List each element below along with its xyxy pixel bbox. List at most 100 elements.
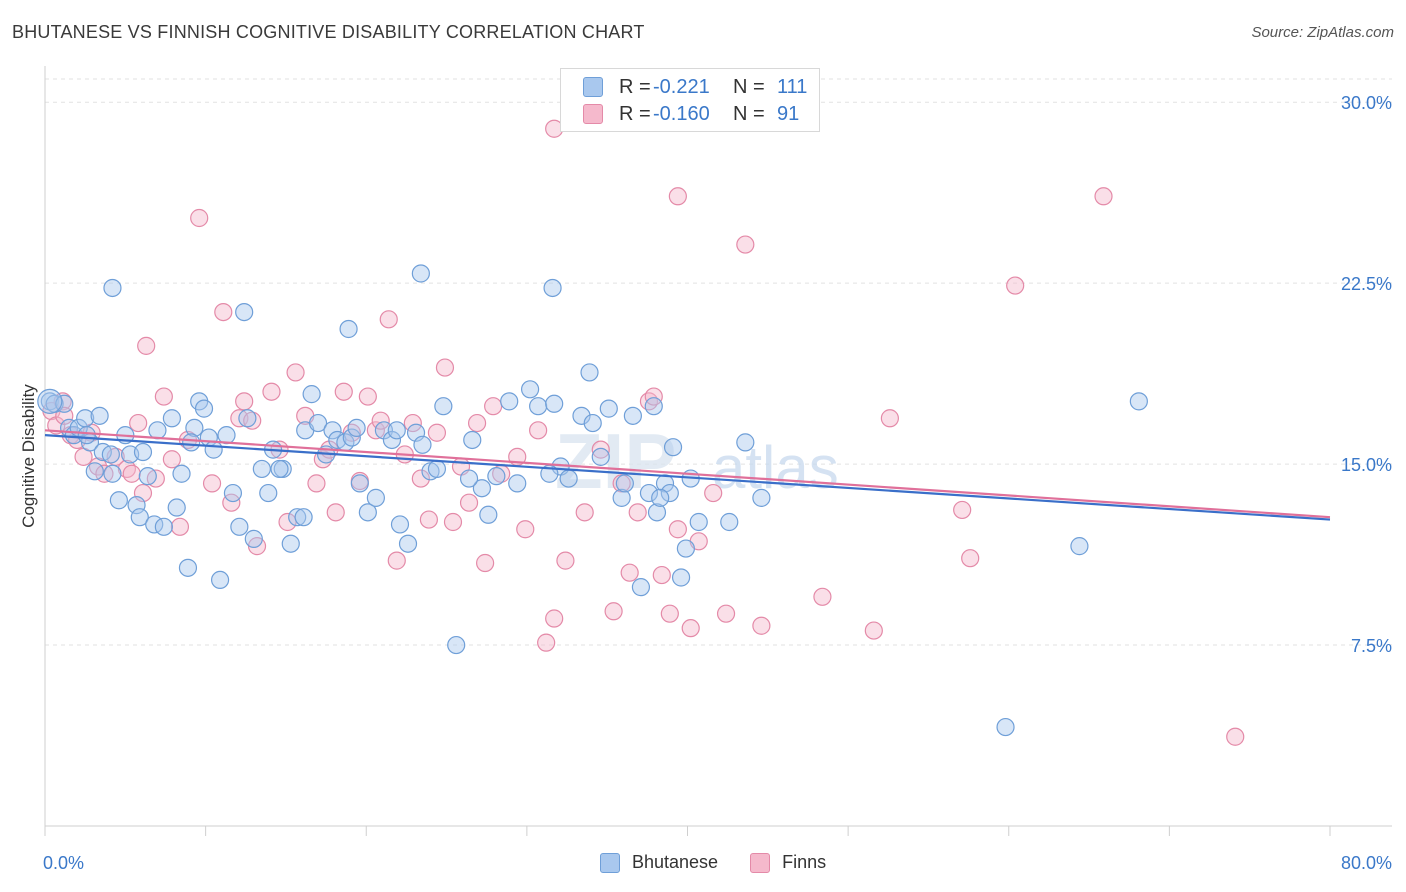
finns-point — [668, 520, 687, 539]
bhutanese-point — [103, 278, 122, 298]
bhutanese-point — [647, 503, 667, 522]
bhutanese-point — [270, 459, 289, 479]
bhutanese-point — [612, 488, 631, 507]
axis-layer: 7.5% 15.0% 22.5% 30.0% 0.0% 80.0% — [43, 66, 1392, 873]
bhutanese-point — [162, 409, 181, 428]
finns-point — [235, 392, 254, 411]
bhutanese-point — [623, 406, 642, 425]
y-axis-label: Cognitive Disability — [19, 384, 38, 528]
finns-point — [154, 387, 173, 406]
finns-point — [1094, 187, 1113, 206]
bhutanese-point — [413, 435, 432, 454]
finns-point — [556, 551, 575, 570]
source-label: Source: ZipAtlas.com — [1251, 24, 1394, 41]
bhutanese-point — [172, 464, 191, 483]
bhutanese-point — [479, 505, 498, 524]
finns-point — [736, 235, 755, 254]
bhutanese-point — [671, 568, 691, 587]
legend-item-bhutanese[interactable]: Bhutanese — [600, 852, 718, 873]
stats-legend: R = -0.221 N = 111 R = -0.160 N = 91 — [560, 68, 820, 132]
finns-trend-line — [44, 429, 1331, 519]
finns-point — [214, 302, 233, 322]
finns-point — [529, 421, 548, 440]
bhutanese-point — [259, 483, 278, 503]
bhutanese-point — [639, 483, 659, 503]
finns-point — [716, 604, 736, 623]
finns-point — [476, 553, 495, 573]
r-label: R = — [619, 102, 651, 125]
finns-point — [427, 423, 447, 442]
finns-point — [411, 469, 430, 488]
n-label: N = — [733, 102, 765, 125]
finns-point — [419, 510, 438, 529]
finns-swatch — [583, 104, 603, 124]
finns-point — [326, 503, 345, 522]
bhutanese-point — [40, 392, 59, 411]
r-label: R = — [619, 75, 651, 98]
bhutanese-point — [736, 433, 755, 452]
legend-row-finns: R = -0.160 N = 91 — [583, 102, 799, 126]
bhutanese-point — [447, 635, 466, 655]
finns-point — [752, 616, 771, 635]
finns-point — [813, 587, 832, 606]
bhutanese-point — [689, 512, 708, 532]
grid-layer — [45, 78, 1392, 646]
bhutanese-point — [244, 529, 263, 548]
bhutanese-point — [427, 459, 447, 479]
bhutanese-point — [599, 399, 618, 418]
bhutanese-point — [178, 558, 198, 577]
bhutanese-point — [752, 488, 771, 507]
bhutanese-point — [644, 397, 663, 416]
bhutanese-point — [308, 413, 328, 433]
bhutanese-point — [543, 278, 562, 298]
bhutanese-point — [127, 496, 146, 515]
finns-point — [1226, 727, 1245, 746]
bhutanese-point — [1070, 537, 1089, 556]
finns-point — [681, 619, 700, 638]
bhutanese-point — [77, 426, 96, 445]
bhutanese-point — [472, 479, 491, 498]
bhutanese-point — [500, 392, 519, 411]
legend-row-bhutanese: R = -0.221 N = 111 — [583, 75, 807, 99]
bhutanese-point — [663, 438, 683, 457]
bhutanese-point — [487, 467, 506, 486]
bhutanese-point — [339, 319, 358, 339]
x-tick-label: 80.0% — [1341, 853, 1392, 873]
bhutanese-point — [281, 534, 300, 553]
finns-point — [307, 474, 326, 493]
watermark-atlas: atlas — [712, 434, 839, 501]
bhutanese-point — [223, 483, 243, 503]
bhutanese-point — [545, 394, 564, 413]
finns-point — [202, 474, 222, 493]
bhutanese-point — [194, 399, 214, 418]
r-value: -0.160 — [653, 102, 710, 125]
bhutanese-point — [230, 517, 249, 536]
finns-point — [262, 382, 281, 401]
bhutanese-point — [302, 385, 321, 404]
bhutanese-point — [342, 428, 361, 447]
finns-point — [620, 563, 639, 582]
bhutanese-point — [238, 409, 257, 428]
bhutanese-point — [323, 421, 342, 440]
bhutanese-point — [1129, 392, 1148, 411]
finns-point — [387, 551, 406, 570]
bhutanese-point — [520, 380, 540, 399]
finns-point — [129, 413, 148, 433]
bhutanese-point — [660, 483, 679, 503]
finns-point — [190, 208, 209, 228]
legend-item-finns[interactable]: Finns — [750, 852, 826, 873]
bhutanese-point — [148, 421, 167, 440]
bhutanese-swatch — [583, 77, 603, 97]
legend-label-finns: Finns — [782, 852, 827, 872]
legend-label-bhutanese: Bhutanese — [632, 852, 719, 872]
y-tick-label: 7.5% — [1351, 636, 1392, 656]
bhutanese-point — [288, 508, 307, 527]
bhutanese-point — [154, 517, 173, 536]
finns-point — [358, 387, 377, 406]
finns-point — [537, 633, 556, 652]
finns-point — [459, 493, 479, 512]
finns-point — [334, 382, 353, 401]
bhutanese-point — [591, 447, 610, 466]
r-value: -0.221 — [653, 75, 710, 98]
bhutanese-point — [133, 442, 153, 462]
